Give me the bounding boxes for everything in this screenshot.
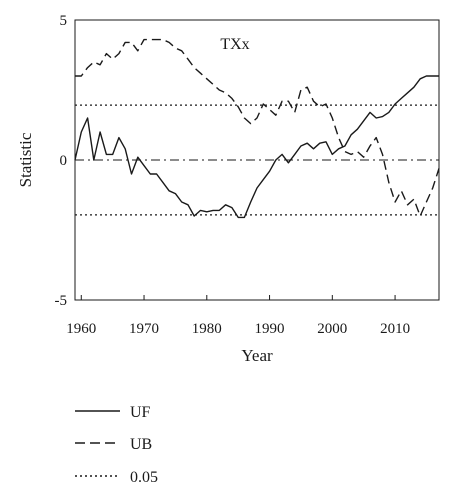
chart-title: TXx xyxy=(220,36,249,53)
y-axis-ticks: 5 0 -5 xyxy=(55,13,80,309)
reference-lines xyxy=(75,104,439,216)
series-group xyxy=(74,38,440,219)
x-tick-label: 1990 xyxy=(255,321,285,337)
y-axis-label: Statistic xyxy=(16,132,35,187)
x-axis-ticks: 1960 1970 1980 1990 2000 2010 xyxy=(66,295,410,337)
x-tick-label: 1960 xyxy=(66,321,96,337)
y-tick-label: -5 xyxy=(55,293,68,309)
x-tick-label: 1970 xyxy=(129,321,159,337)
series-line-ub xyxy=(75,38,440,217)
x-axis-label: Year xyxy=(241,346,273,365)
x-tick-label: 1980 xyxy=(192,321,222,337)
legend-label-ub: UB xyxy=(130,436,152,453)
x-tick-label: 2010 xyxy=(380,321,410,337)
series-line-uf xyxy=(74,75,439,219)
y-tick-label: 5 xyxy=(60,13,68,29)
x-tick-label: 2000 xyxy=(317,321,347,337)
legend: UF UB 0.05 xyxy=(75,404,158,486)
legend-label-0-05: 0.05 xyxy=(130,469,158,486)
y-tick-label: 0 xyxy=(60,153,68,169)
legend-label-uf: UF xyxy=(130,404,151,421)
plot-area: TXx xyxy=(74,19,440,301)
